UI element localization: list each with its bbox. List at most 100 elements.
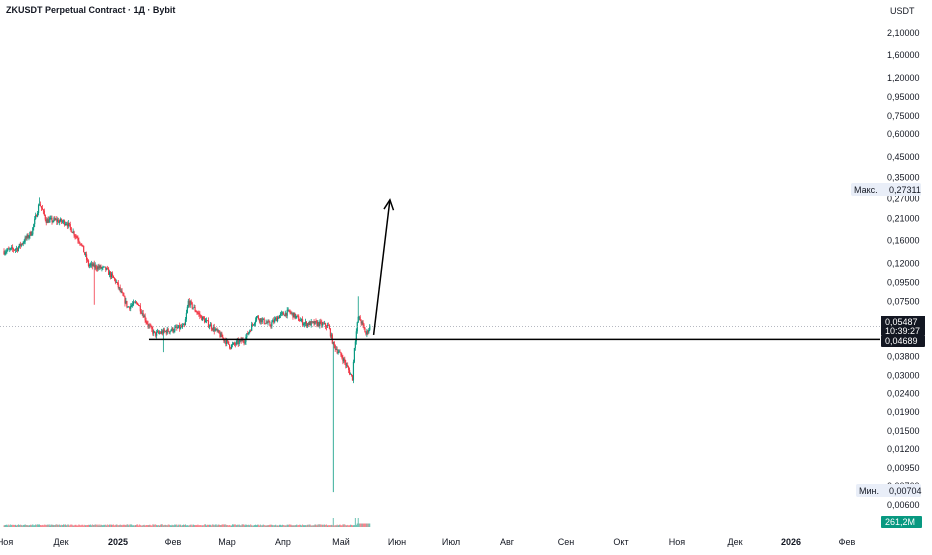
volume-bar — [64, 524, 66, 527]
volume-bar — [309, 524, 311, 527]
candle-body — [120, 290, 122, 292]
candle-body — [296, 315, 298, 317]
volume-bar — [181, 525, 183, 527]
candle-body — [357, 316, 359, 323]
candle-body — [369, 325, 371, 330]
candle-body — [336, 349, 338, 353]
volume-bar — [289, 524, 291, 527]
candle-body — [340, 352, 342, 356]
volume-bar — [209, 524, 211, 527]
candle-body — [30, 231, 32, 236]
candle-body — [191, 302, 193, 308]
volume-bar — [364, 523, 366, 527]
volume-bar — [37, 524, 39, 527]
candle-body — [229, 344, 231, 348]
candle-body — [190, 301, 192, 303]
volume-bar — [265, 525, 267, 527]
volume-bar — [208, 524, 210, 527]
volume-bar — [231, 525, 233, 527]
volume-bar — [186, 525, 188, 527]
x-tick-label: Дек — [727, 537, 742, 547]
volume-bar — [29, 524, 31, 527]
candle-body — [197, 312, 199, 314]
candle-body — [201, 315, 203, 321]
volume-bar — [319, 524, 321, 527]
candle-body — [148, 325, 150, 327]
y-tick-label: 0,95000 — [887, 92, 920, 102]
x-tick-label: Май — [332, 537, 350, 547]
volume-bar — [98, 524, 100, 527]
volume-bar — [335, 525, 337, 527]
volume-bar — [210, 525, 212, 527]
volume-bar — [51, 524, 53, 527]
candle-body — [319, 321, 321, 326]
volume-bar — [341, 525, 343, 527]
candle-body — [243, 341, 245, 343]
candle-body — [132, 304, 134, 306]
volume-bar — [106, 525, 108, 527]
candle-body — [173, 330, 175, 332]
candle-body — [255, 316, 258, 321]
candle-body — [212, 326, 214, 330]
candle-body — [218, 330, 220, 334]
volume-bar — [302, 524, 304, 527]
candle-body — [306, 323, 308, 327]
candle-body — [22, 242, 24, 245]
candle-body — [188, 300, 190, 306]
volume-bar — [247, 524, 249, 527]
candle-body — [102, 266, 104, 268]
volume-bar — [236, 524, 238, 527]
candle-body — [32, 227, 34, 235]
volume-bar — [238, 524, 240, 527]
candle-body — [36, 215, 38, 217]
volume-bar — [369, 523, 371, 527]
candle-body — [349, 369, 351, 375]
volume-bar — [47, 524, 49, 527]
candle-body — [178, 325, 180, 328]
volume-bar — [167, 524, 169, 527]
candle-body — [19, 243, 21, 246]
candle-body — [3, 251, 5, 255]
volume-bar — [16, 524, 18, 527]
volume-bar — [36, 524, 38, 527]
candle-body — [131, 305, 133, 306]
y-tick-label: 1,20000 — [887, 73, 920, 83]
volume-bar — [49, 525, 51, 527]
volume-bar — [42, 525, 44, 527]
candle-body — [205, 320, 208, 322]
candle-body — [277, 317, 280, 319]
volume-bar — [71, 524, 73, 527]
candle-body — [61, 221, 64, 223]
volume-bar — [66, 524, 68, 527]
candle-body — [9, 248, 11, 250]
volume-bar — [237, 524, 239, 527]
volume-bar — [318, 524, 320, 527]
candle-body — [290, 312, 292, 314]
candle-body — [17, 247, 19, 251]
volume-bar — [312, 525, 314, 527]
volume-bar — [279, 524, 281, 527]
volume-bar — [259, 524, 261, 527]
candle-body — [118, 287, 120, 288]
volume-bar — [310, 525, 312, 527]
candle-body — [176, 326, 178, 328]
candle-body — [251, 324, 253, 331]
volume-bar — [68, 525, 70, 527]
volume-bar — [207, 524, 209, 527]
candle-body — [222, 337, 224, 339]
candle-body — [66, 223, 68, 227]
volume-bar — [220, 525, 222, 527]
candle-body — [103, 266, 105, 268]
candle-body — [250, 330, 252, 332]
volume-bar — [224, 524, 226, 527]
candle-body — [232, 342, 235, 345]
currency-label[interactable]: USDT — [890, 6, 915, 16]
candle-body — [358, 316, 360, 318]
min-tag-bg — [856, 484, 921, 497]
volume-bar — [89, 524, 91, 527]
volume-bar — [120, 524, 122, 527]
candle-body — [56, 219, 58, 222]
volume-bar — [198, 525, 200, 527]
